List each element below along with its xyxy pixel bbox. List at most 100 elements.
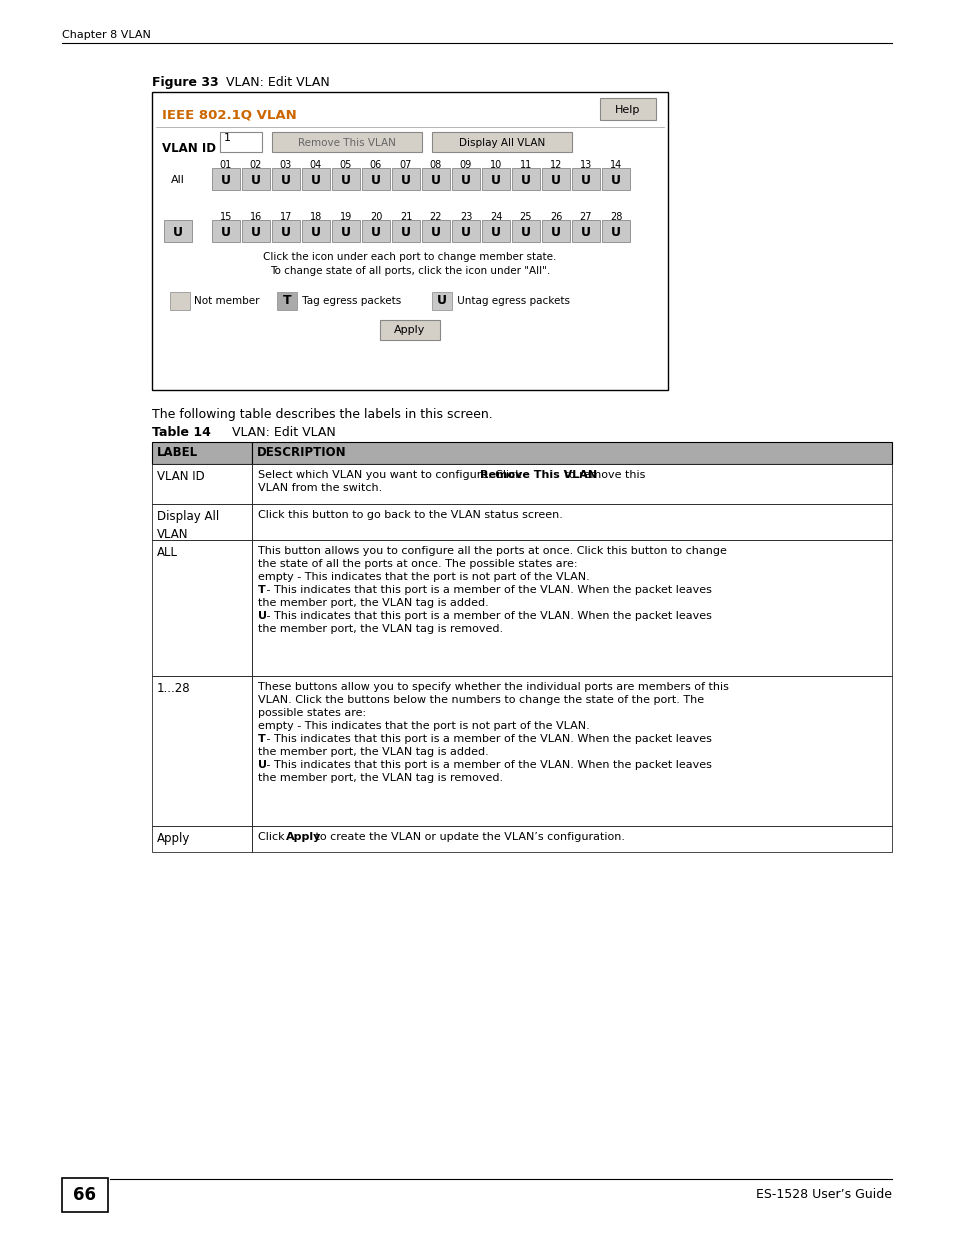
- Text: U: U: [251, 173, 261, 186]
- Text: U: U: [257, 760, 267, 769]
- Bar: [392, 168, 419, 190]
- Text: 23: 23: [459, 212, 472, 222]
- Text: U: U: [311, 173, 320, 186]
- Text: Apply: Apply: [286, 832, 321, 842]
- Text: the state of all the ports at once. The possible states are:: the state of all the ports at once. The …: [257, 559, 577, 569]
- Text: U: U: [172, 226, 183, 238]
- Text: T: T: [257, 585, 266, 595]
- Text: U: U: [520, 226, 531, 238]
- Text: 12: 12: [549, 161, 561, 170]
- Text: Display All VLAN: Display All VLAN: [458, 138, 544, 148]
- Text: Click this button to go back to the VLAN status screen.: Click this button to go back to the VLAN…: [257, 510, 562, 520]
- Text: U: U: [460, 173, 471, 186]
- Text: U: U: [371, 226, 380, 238]
- Bar: [452, 168, 479, 190]
- Bar: [599, 98, 656, 120]
- Bar: [432, 132, 572, 152]
- Text: the member port, the VLAN tag is removed.: the member port, the VLAN tag is removed…: [257, 773, 502, 783]
- Text: 26: 26: [549, 212, 561, 222]
- Text: VLAN: Edit VLAN: VLAN: Edit VLAN: [218, 77, 330, 89]
- Bar: [601, 220, 629, 242]
- Text: 07: 07: [399, 161, 412, 170]
- Text: ALL: ALL: [157, 546, 178, 559]
- Text: VLAN: Edit VLAN: VLAN: Edit VLAN: [220, 426, 335, 438]
- Text: 17: 17: [279, 212, 292, 222]
- Bar: [332, 220, 359, 242]
- Bar: [152, 504, 252, 540]
- Text: U: U: [580, 226, 590, 238]
- Bar: [572, 168, 599, 190]
- Text: U: U: [257, 611, 267, 621]
- Text: ES-1528 User’s Guide: ES-1528 User’s Guide: [755, 1188, 891, 1202]
- Text: 13: 13: [579, 161, 592, 170]
- Text: 15: 15: [219, 212, 232, 222]
- Bar: [272, 132, 421, 152]
- Text: T: T: [282, 294, 291, 308]
- Bar: [392, 220, 419, 242]
- Text: 22: 22: [429, 212, 442, 222]
- Text: U: U: [491, 226, 500, 238]
- Bar: [361, 168, 390, 190]
- Text: Select which VLAN you want to configure. Click: Select which VLAN you want to configure.…: [257, 471, 525, 480]
- Bar: [152, 91, 667, 390]
- Text: - This indicates that this port is a member of the VLAN. When the packet leaves: - This indicates that this port is a mem…: [263, 585, 711, 595]
- Bar: [242, 168, 270, 190]
- Bar: [170, 291, 190, 310]
- Text: This button allows you to configure all the ports at once. Click this button to : This button allows you to configure all …: [257, 546, 726, 556]
- Text: 11: 11: [519, 161, 532, 170]
- Text: U: U: [436, 294, 447, 308]
- Text: 21: 21: [399, 212, 412, 222]
- Bar: [379, 320, 439, 340]
- Text: the member port, the VLAN tag is added.: the member port, the VLAN tag is added.: [257, 598, 488, 608]
- Bar: [481, 168, 510, 190]
- Bar: [302, 220, 330, 242]
- Bar: [481, 220, 510, 242]
- Bar: [512, 220, 539, 242]
- Text: 08: 08: [430, 161, 441, 170]
- Text: Not member: Not member: [193, 296, 259, 306]
- Text: VLAN ID: VLAN ID: [157, 471, 205, 483]
- Text: U: U: [460, 226, 471, 238]
- Text: - This indicates that this port is a member of the VLAN. When the packet leaves: - This indicates that this port is a mem…: [263, 760, 711, 769]
- Bar: [302, 168, 330, 190]
- Text: U: U: [281, 173, 291, 186]
- Text: U: U: [520, 173, 531, 186]
- Text: To change state of all ports, click the icon under "All".: To change state of all ports, click the …: [270, 266, 550, 275]
- Text: U: U: [371, 173, 380, 186]
- Text: U: U: [431, 173, 440, 186]
- Bar: [421, 220, 450, 242]
- Bar: [512, 168, 539, 190]
- Text: These buttons allow you to specify whether the individual ports are members of t: These buttons allow you to specify wheth…: [257, 682, 728, 692]
- Bar: [252, 504, 891, 540]
- Text: U: U: [340, 173, 351, 186]
- Text: U: U: [221, 173, 231, 186]
- Bar: [152, 826, 252, 852]
- Text: Remove This VLAN: Remove This VLAN: [479, 471, 597, 480]
- Text: Click: Click: [257, 832, 288, 842]
- Text: The following table describes the labels in this screen.: The following table describes the labels…: [152, 408, 493, 421]
- Text: 1: 1: [224, 133, 231, 143]
- Text: possible states are:: possible states are:: [257, 708, 366, 718]
- Text: VLAN. Click the buttons below the numbers to change the state of the port. The: VLAN. Click the buttons below the number…: [257, 695, 703, 705]
- Text: Apply: Apply: [394, 325, 425, 335]
- Text: U: U: [551, 173, 560, 186]
- Text: 04: 04: [310, 161, 322, 170]
- Text: Click the icon under each port to change member state.: Click the icon under each port to change…: [263, 252, 557, 262]
- Bar: [541, 220, 569, 242]
- Text: to remove this: to remove this: [560, 471, 644, 480]
- Text: DESCRIPTION: DESCRIPTION: [256, 447, 346, 459]
- Text: Apply: Apply: [157, 832, 191, 845]
- Text: 27: 27: [579, 212, 592, 222]
- Text: U: U: [400, 226, 411, 238]
- Bar: [601, 168, 629, 190]
- Text: U: U: [610, 173, 620, 186]
- Text: Remove This VLAN: Remove This VLAN: [297, 138, 395, 148]
- Text: 05: 05: [339, 161, 352, 170]
- Text: 06: 06: [370, 161, 382, 170]
- Text: to create the VLAN or update the VLAN’s configuration.: to create the VLAN or update the VLAN’s …: [312, 832, 624, 842]
- Bar: [252, 442, 891, 464]
- Text: U: U: [340, 226, 351, 238]
- Bar: [152, 540, 252, 676]
- Bar: [332, 168, 359, 190]
- Text: Figure 33: Figure 33: [152, 77, 218, 89]
